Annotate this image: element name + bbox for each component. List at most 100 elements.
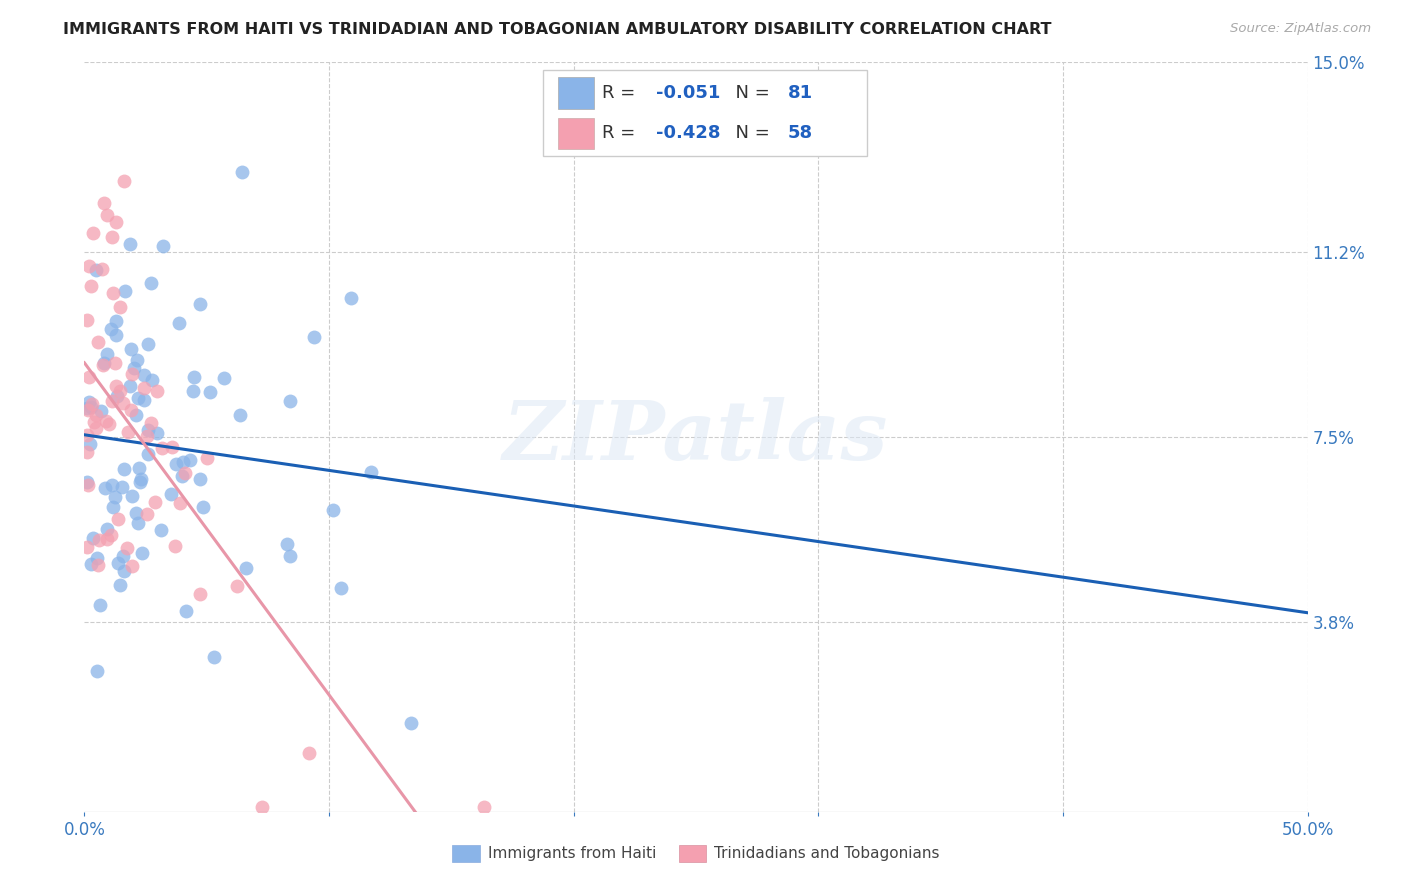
Text: -0.428: -0.428	[655, 124, 720, 142]
Point	[104, 490, 127, 504]
Point	[93, 356, 115, 370]
Point	[97, 417, 120, 431]
Point	[302, 329, 325, 343]
Point	[101, 394, 124, 409]
Text: 58: 58	[787, 124, 813, 142]
Point	[169, 496, 191, 510]
Point	[143, 494, 166, 508]
Point	[86, 664, 108, 678]
Point	[165, 458, 187, 472]
Point	[105, 389, 128, 403]
Point	[235, 561, 257, 575]
Legend: Immigrants from Haiti, Trinidadians and Tobagonians: Immigrants from Haiti, Trinidadians and …	[446, 838, 946, 868]
Point	[127, 516, 149, 530]
Point	[112, 462, 135, 476]
Point	[174, 467, 197, 481]
Point	[105, 215, 128, 229]
Point	[129, 475, 152, 489]
Point	[121, 559, 143, 574]
Point	[229, 408, 252, 422]
Point	[127, 391, 149, 405]
Point	[104, 356, 127, 370]
Point	[76, 541, 98, 555]
Point	[107, 512, 129, 526]
Point	[76, 427, 98, 442]
Point	[179, 453, 201, 467]
Point	[125, 352, 148, 367]
Point	[136, 428, 159, 442]
Point	[76, 475, 98, 490]
Point	[76, 403, 98, 417]
Text: 81: 81	[787, 84, 813, 103]
Point	[94, 414, 117, 428]
Point	[202, 650, 225, 665]
Point	[198, 385, 221, 400]
Point	[83, 415, 105, 429]
Point	[96, 346, 118, 360]
Point	[181, 384, 204, 399]
Point	[76, 445, 98, 459]
Point	[120, 237, 142, 252]
Point	[278, 393, 301, 408]
Point	[125, 408, 148, 422]
Point	[231, 165, 253, 179]
Point	[322, 503, 344, 517]
Point	[132, 393, 155, 408]
Point	[132, 381, 155, 395]
Point	[135, 508, 157, 522]
Point	[101, 230, 124, 244]
Point	[91, 262, 114, 277]
Bar	[558, 118, 595, 149]
Point	[118, 379, 141, 393]
Point	[86, 551, 108, 566]
Point	[86, 409, 108, 423]
Point	[128, 460, 150, 475]
Point	[212, 371, 235, 385]
Point	[111, 480, 134, 494]
Point	[82, 531, 104, 545]
Point	[188, 472, 211, 486]
Point	[160, 440, 183, 454]
Point	[150, 441, 173, 455]
Point	[167, 316, 190, 330]
Point	[276, 536, 298, 550]
Point	[170, 468, 193, 483]
Point	[84, 421, 107, 435]
Point	[330, 581, 353, 595]
Point	[117, 425, 139, 440]
Point	[104, 313, 127, 327]
Point	[399, 716, 422, 731]
Point	[195, 450, 218, 465]
Text: N =: N =	[724, 84, 776, 103]
Point	[110, 578, 132, 592]
Point	[146, 425, 169, 440]
Text: Source: ZipAtlas.com: Source: ZipAtlas.com	[1230, 22, 1371, 36]
Point	[111, 396, 134, 410]
Point	[87, 558, 110, 572]
Point	[80, 400, 103, 414]
Point	[91, 358, 114, 372]
Point	[136, 423, 159, 437]
Point	[77, 395, 100, 409]
Point	[96, 522, 118, 536]
Text: IMMIGRANTS FROM HAITI VS TRINIDADIAN AND TOBAGONIAN AMBULATORY DISABILITY CORREL: IMMIGRANTS FROM HAITI VS TRINIDADIAN AND…	[63, 22, 1052, 37]
Point	[94, 481, 117, 495]
Point	[131, 546, 153, 560]
Point	[76, 401, 98, 415]
Point	[86, 335, 108, 350]
Point	[114, 284, 136, 298]
Point	[121, 367, 143, 381]
Point	[107, 556, 129, 570]
Point	[146, 384, 169, 399]
Point	[112, 564, 135, 578]
Point	[79, 370, 101, 384]
Point	[80, 278, 103, 293]
Point	[80, 396, 103, 410]
Point	[141, 417, 163, 431]
Point	[112, 549, 135, 563]
Point	[163, 540, 186, 554]
Point	[76, 313, 98, 327]
Point	[298, 747, 321, 761]
Point	[472, 799, 495, 814]
Text: -0.051: -0.051	[655, 84, 720, 103]
